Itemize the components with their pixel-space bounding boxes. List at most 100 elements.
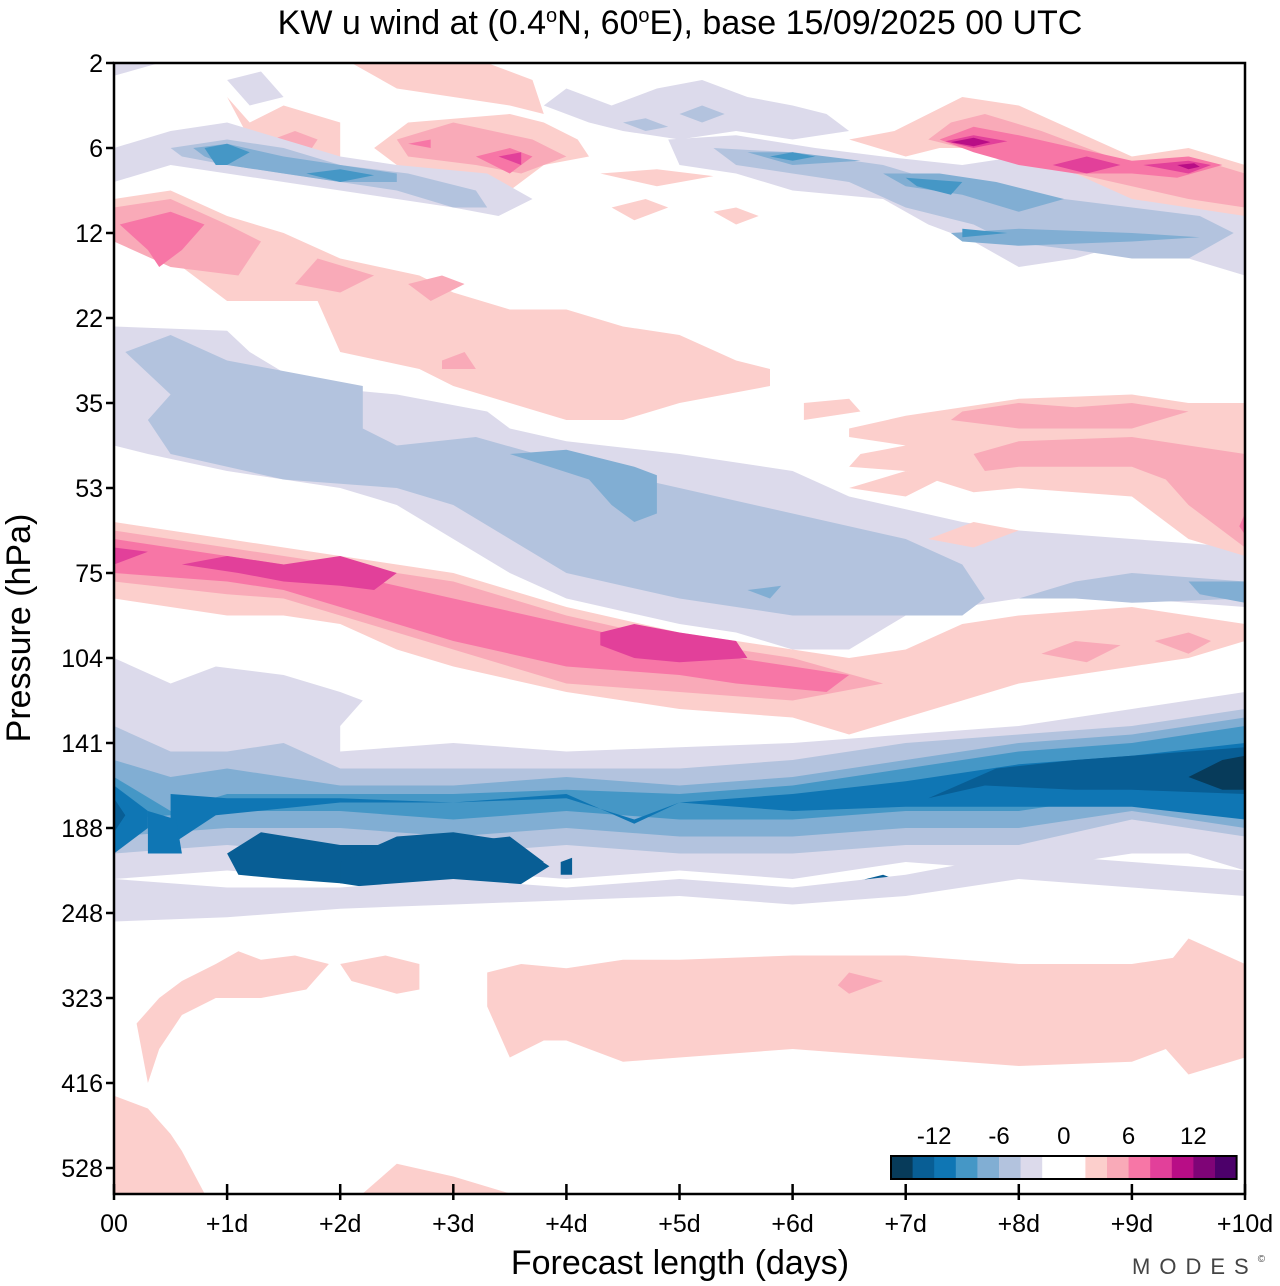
y-tick-label: 75 [75, 560, 103, 588]
contour-region-neg8-13 [204, 143, 250, 165]
contour-region-neg12-76 [928, 747, 1245, 799]
contour-region-pos10-33 [1177, 163, 1200, 170]
y-tick-label: 22 [75, 305, 103, 333]
contour-region-pos2-84 [114, 1095, 205, 1194]
y-tick-label: 35 [75, 390, 103, 418]
contour-region-neg6-22 [950, 228, 1200, 246]
contour-region-pos2-85 [362, 1163, 510, 1194]
contour-region-neg4-19 [713, 148, 1234, 259]
legend-tick-label: -6 [988, 1123, 1009, 1150]
contour-region-pos4-40 [295, 258, 375, 293]
legend-tick-label: -12 [917, 1123, 952, 1150]
y-tick-label: 416 [61, 1070, 103, 1098]
legend-tick-label: 0 [1057, 1123, 1070, 1150]
contour-region-pos8-8 [498, 152, 522, 165]
contour-region-pos10-32 [950, 137, 991, 147]
x-tick-label: +2d [319, 1210, 361, 1238]
x-tick-label: +10d [1217, 1210, 1273, 1238]
contour-region-pos4-62 [1041, 641, 1121, 663]
contour-region-pos2-53 [803, 398, 861, 420]
y-tick-label: 188 [61, 815, 103, 843]
legend-swatch [1128, 1156, 1151, 1179]
contour-region-neg6-47 [1188, 581, 1245, 603]
contour-region-pos2-80 [340, 955, 420, 994]
contour-region-neg2-78 [114, 853, 1245, 922]
contour-region-pos2-37 [114, 190, 770, 420]
legend-swatch [934, 1156, 957, 1179]
legend-swatch [999, 1156, 1022, 1179]
y-tick-label: 323 [61, 985, 103, 1013]
legend-swatch [1063, 1156, 1086, 1179]
contour-region-neg12-74 [560, 857, 573, 875]
x-tick-label: 00 [100, 1210, 128, 1238]
contour-region-neg8-14 [306, 169, 375, 182]
x-tick-label: +7d [884, 1210, 926, 1238]
contour-region-pos6-9 [408, 139, 431, 148]
contour-region-pos6-52 [1239, 513, 1245, 535]
contour-region-neg4-44 [125, 335, 985, 616]
contour-region-neg6-48 [747, 585, 782, 599]
contour-region-pos4-41 [408, 275, 465, 301]
contour-region-neg2-2 [227, 71, 284, 106]
y-tick-label: 104 [61, 645, 103, 673]
contour-region-pos4-82 [837, 972, 884, 994]
contour-region-neg10-68 [114, 785, 148, 854]
x-axis: 00 +1d +2d +3d +4d +5d +6d +7d +8d +9d +10d [100, 1184, 1273, 1238]
contour-region-pos8-59 [114, 547, 148, 565]
contour-region-pos2-36 [713, 207, 759, 225]
contour-region-pos2-35 [611, 199, 669, 221]
contour-region-neg10-70 [147, 811, 182, 854]
contour-region-neg8-25 [962, 228, 1008, 238]
legend-tick-label: 12 [1180, 1123, 1207, 1150]
legend-swatch [1107, 1156, 1130, 1179]
legend-swatch [1193, 1156, 1216, 1179]
x-tick-label: +9d [1111, 1210, 1153, 1238]
x-tick-label: +3d [432, 1210, 474, 1238]
contour-region-neg10-69 [170, 743, 1245, 845]
y-tick-label: 528 [61, 1155, 103, 1183]
chart-title: KW u wind at (0.4oN, 60oE), base 15/09/2… [278, 4, 1083, 42]
contour-region-pos4-63 [1154, 632, 1212, 654]
contour-region-pos4-50 [950, 403, 1189, 429]
legend-swatch [1042, 1156, 1065, 1179]
contour-region-pos8-61 [600, 624, 748, 663]
legend-frame [890, 1155, 1238, 1180]
contour-region-pos4-42 [442, 352, 476, 369]
contour-fills [114, 63, 1245, 1194]
contour-region-neg8-24 [905, 177, 963, 195]
legend: -12 -6 0 6 12 [890, 1123, 1238, 1180]
legend-swatch [1215, 1156, 1238, 1179]
contour-region-pos2-49 [849, 394, 1245, 556]
contour-region-neg12-73 [340, 832, 550, 896]
y-tick-label: 248 [61, 900, 103, 928]
x-tick-label: +1d [206, 1210, 248, 1238]
y-axis-label: Pressure (hPa) [0, 514, 38, 743]
y-tick-label: 12 [75, 220, 103, 248]
contour-region-pos8-30 [1052, 156, 1121, 174]
modes-logo: MODES© [1132, 1254, 1266, 1279]
x-tick-label: +5d [658, 1210, 700, 1238]
legend-swatch [1150, 1156, 1173, 1179]
y-axis: 2 6 12 22 35 53 75 104 141 188 248 323 416 528 [61, 50, 114, 1183]
legend-swatch [1085, 1156, 1108, 1179]
x-tick-label: +6d [771, 1210, 813, 1238]
contour-region-neg4-17 [623, 118, 669, 131]
contour-region-neg14-77 [1188, 755, 1245, 790]
contour-region-pos2-34 [600, 169, 714, 187]
contour-region-pos4-51 [973, 437, 1245, 548]
contour-region-pos2-79 [136, 951, 329, 1083]
contour-region-pos2-1 [351, 63, 544, 114]
contour-region-pos8-60 [181, 556, 397, 590]
contour-region-neg4-16 [679, 105, 725, 123]
legend-swatch [891, 1156, 914, 1179]
y-tick-label: 2 [89, 50, 103, 78]
legend-swatch [1020, 1156, 1043, 1179]
contour-region-pos2-55 [928, 522, 1019, 548]
legend-swatch [955, 1156, 978, 1179]
contour-region-pos2-54 [849, 471, 940, 497]
contour-region-pos6-39 [119, 211, 205, 267]
legend-swatch [1171, 1156, 1194, 1179]
contour-region-pos2-83 [1143, 938, 1245, 1075]
y-tick-label: 53 [75, 475, 103, 503]
